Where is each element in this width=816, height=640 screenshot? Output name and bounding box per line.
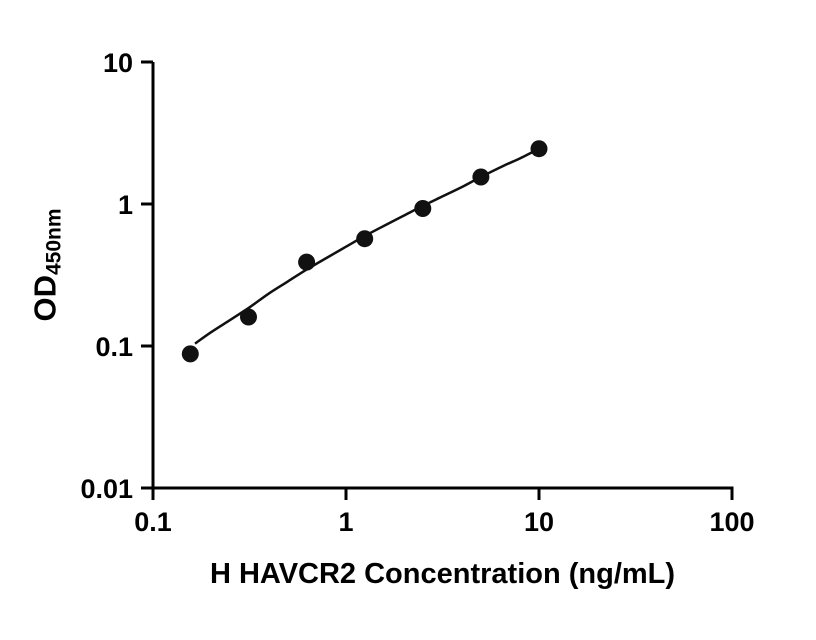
- data-point: [472, 168, 490, 186]
- y-axis-title-subscript: 450nm: [42, 208, 66, 276]
- y-tick-label: 1: [118, 190, 133, 220]
- y-axis-title-main: OD: [27, 275, 63, 322]
- x-tick-label: 100: [709, 507, 754, 537]
- data-point: [181, 345, 199, 363]
- data-point: [414, 200, 432, 217]
- data-point: [298, 253, 316, 271]
- y-tick-label: 10: [103, 48, 133, 78]
- x-tick-label: 0.1: [134, 507, 172, 537]
- y-axis-title: OD450nm: [28, 208, 67, 321]
- x-tick-label: 1: [338, 507, 353, 537]
- y-tick-label: 0.01: [80, 474, 133, 504]
- x-axis-title: H HAVCR2 Concentration (ng/mL): [209, 558, 676, 590]
- data-point: [240, 308, 257, 326]
- x-tick-label: 10: [524, 507, 554, 537]
- y-tick-label: 0.1: [95, 332, 133, 362]
- data-point: [356, 230, 374, 248]
- data-point: [530, 140, 548, 158]
